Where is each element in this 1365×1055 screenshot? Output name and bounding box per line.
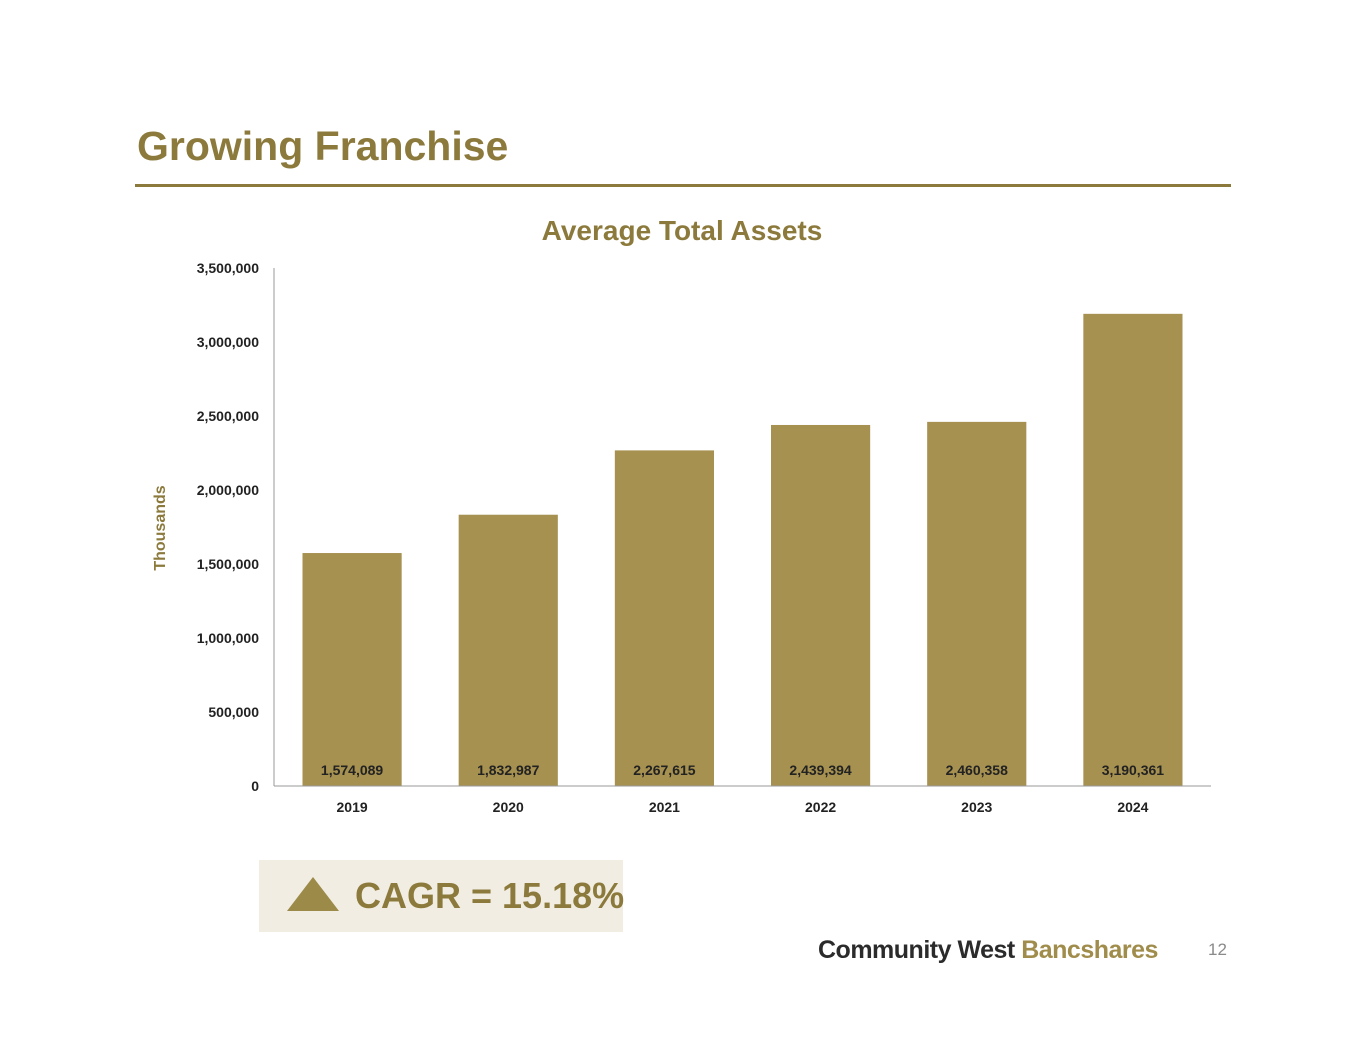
x-tick-label: 2022	[805, 799, 836, 815]
y-tick-label: 1,500,000	[197, 556, 259, 572]
cagr-callout: CAGR = 15.18%	[259, 860, 625, 932]
bar-data-label: 3,190,361	[1102, 762, 1164, 778]
bar-data-label: 1,574,089	[321, 762, 383, 778]
y-tick-label: 0	[251, 778, 259, 794]
y-tick-label: 500,000	[208, 704, 259, 720]
bar-2021	[614, 450, 714, 786]
x-tick-label: 2020	[493, 799, 524, 815]
page-number: 12	[1208, 940, 1227, 959]
y-tick-label: 3,500,000	[197, 260, 259, 276]
bar-data-label: 2,460,358	[946, 762, 1008, 778]
bar-data-label: 2,439,394	[789, 762, 851, 778]
x-tick-label: 2024	[1117, 799, 1148, 815]
logo-word-bancshares: Bancshares	[1021, 936, 1158, 964]
bar-data-label: 2,267,615	[633, 762, 695, 778]
logo-word-community-west: Community West	[818, 936, 1015, 964]
x-tick-label: 2021	[649, 799, 680, 815]
x-tick-label: 2019	[337, 799, 368, 815]
slide-title: Growing Franchise	[137, 123, 509, 169]
bar-2023	[927, 421, 1027, 786]
up-triangle-icon	[287, 877, 339, 911]
cagr-text: CAGR = 15.18%	[355, 875, 625, 916]
bar-chart: Average Total Assets Thousands 0 500,000 1…	[152, 215, 1211, 815]
chart-title: Average Total Assets	[542, 215, 823, 246]
bar-data-label: 1,832,987	[477, 762, 539, 778]
company-logo: Community West Bancshares	[818, 934, 1158, 966]
bar-2020	[458, 514, 558, 786]
y-tick-label: 3,000,000	[197, 334, 259, 350]
title-divider	[135, 184, 1231, 187]
y-tick-label: 1,000,000	[197, 630, 259, 646]
bar-2019	[302, 553, 402, 786]
bar-2024	[1083, 313, 1183, 786]
bar-2022	[771, 424, 871, 786]
x-tick-label: 2023	[961, 799, 992, 815]
y-axis-label: Thousands	[152, 485, 169, 570]
y-tick-label: 2,500,000	[197, 408, 259, 424]
y-tick-label: 2,000,000	[197, 482, 259, 498]
